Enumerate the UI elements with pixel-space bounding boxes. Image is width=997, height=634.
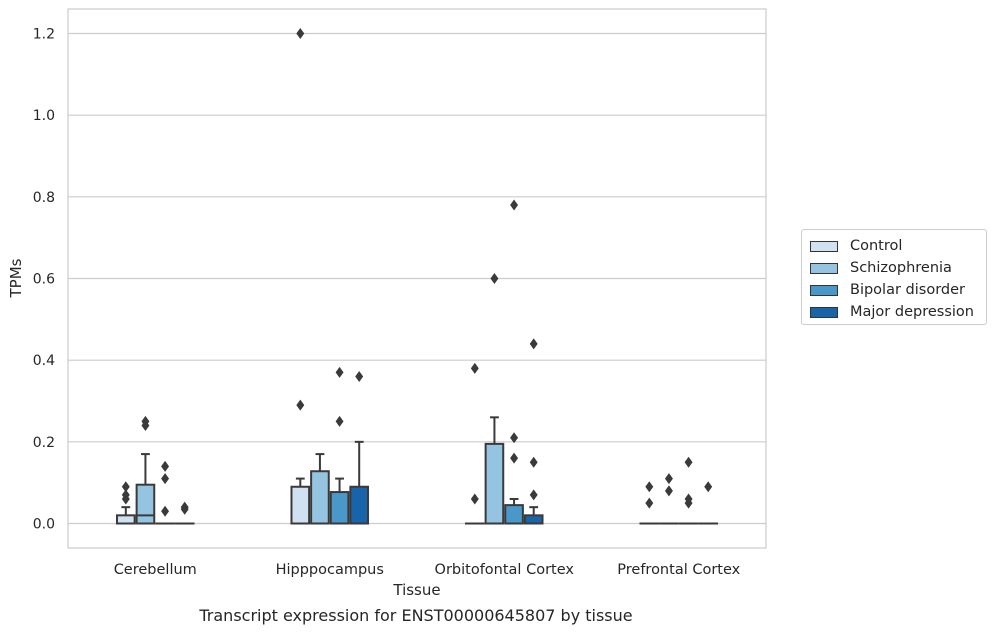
box-major-depression-2: [523, 514, 544, 525]
outlier-point: [684, 493, 693, 505]
box-series: [115, 27, 719, 525]
outlier-point: [645, 497, 654, 509]
legend-label-bipolar-disorder: Bipolar disorder: [850, 282, 965, 298]
box-schizophrenia-2: [484, 442, 505, 525]
outlier-point: [470, 362, 479, 374]
legend: Control Schizophrenia Bipolar disorder M…: [801, 229, 987, 325]
outlier-point: [121, 489, 130, 501]
gridlines: [68, 32, 766, 525]
outlier-point: [355, 370, 364, 383]
outlier-point: [510, 432, 519, 444]
outlier-point: [490, 272, 499, 285]
y-tick-label: 1.2: [33, 27, 55, 43]
outlier-point: [704, 481, 713, 493]
box-schizophrenia-0: [135, 483, 156, 525]
outlier-point: [529, 338, 538, 350]
legend-swatch-control: [810, 240, 838, 252]
y-tick-label: 0.6: [33, 272, 55, 288]
outlier-point: [510, 199, 519, 211]
outlier-point: [161, 473, 170, 485]
outlier-point: [335, 366, 344, 378]
box-control-0: [115, 514, 136, 525]
legend-swatch-major-depression: [810, 306, 838, 318]
outlier-point: [296, 27, 305, 40]
y-tick-labels: 0.0 0.2 0.4 0.6 0.8 1.0 1.2: [33, 27, 55, 533]
legend-item-control: Control: [810, 236, 902, 256]
outlier-point: [296, 399, 305, 411]
y-tick-label: 0.0: [33, 517, 55, 533]
outlier-point: [141, 415, 150, 427]
outlier-point: [161, 460, 170, 472]
x-tick-label: Hipppocampus: [276, 562, 384, 578]
legend-label-schizophrenia: Schizophrenia: [850, 260, 952, 276]
outlier-point: [664, 485, 673, 497]
x-axis-label: Tissue: [392, 581, 440, 599]
legend-item-major-depression: Major depression: [810, 302, 974, 322]
box-schizophrenia-1: [310, 470, 330, 525]
x-tick-label: Cerebellum: [114, 562, 197, 578]
legend-item-bipolar-disorder: Bipolar disorder: [810, 280, 965, 300]
outlier-point: [470, 493, 479, 505]
outlier-point: [684, 456, 693, 468]
outlier-point: [645, 481, 654, 493]
y-axis-label: TPMs: [7, 258, 25, 298]
outlier-point: [510, 452, 519, 464]
outlier-point: [529, 456, 538, 468]
outlier-point: [180, 501, 189, 513]
legend-label-control: Control: [850, 238, 903, 254]
legend-label-major-depression: Major depression: [850, 304, 974, 320]
outlier-point: [161, 505, 170, 517]
outlier-point: [664, 473, 673, 485]
outlier-point: [529, 489, 538, 501]
legend-item-schizophrenia: Schizophrenia: [810, 258, 952, 278]
box-bipolar-disorder-1: [329, 491, 350, 525]
y-tick-label: 0.2: [33, 435, 55, 451]
outlier-point: [335, 415, 344, 427]
x-tick-label: Orbitofontal Cortex: [435, 562, 575, 578]
y-tick-label: 1.0: [33, 108, 55, 124]
box-major-depression-1: [349, 485, 370, 525]
legend-swatch-bipolar-disorder: [810, 284, 838, 296]
x-tick-label: Prefrontal Cortex: [617, 562, 740, 578]
y-tick-label: 0.8: [33, 190, 55, 206]
outlier-point: [121, 481, 130, 493]
legend-swatch-schizophrenia: [810, 262, 838, 274]
plot-area-frame: [67, 8, 767, 549]
y-tick-label: 0.4: [33, 353, 55, 369]
x-tick-labels: Cerebellum Hipppocampus Orbitofontal Corte…: [114, 562, 741, 578]
figure-caption: Transcript expression for ENST0000064580…: [199, 606, 633, 625]
box-bipolar-disorder-2: [504, 504, 524, 525]
box-control-1: [290, 485, 311, 525]
